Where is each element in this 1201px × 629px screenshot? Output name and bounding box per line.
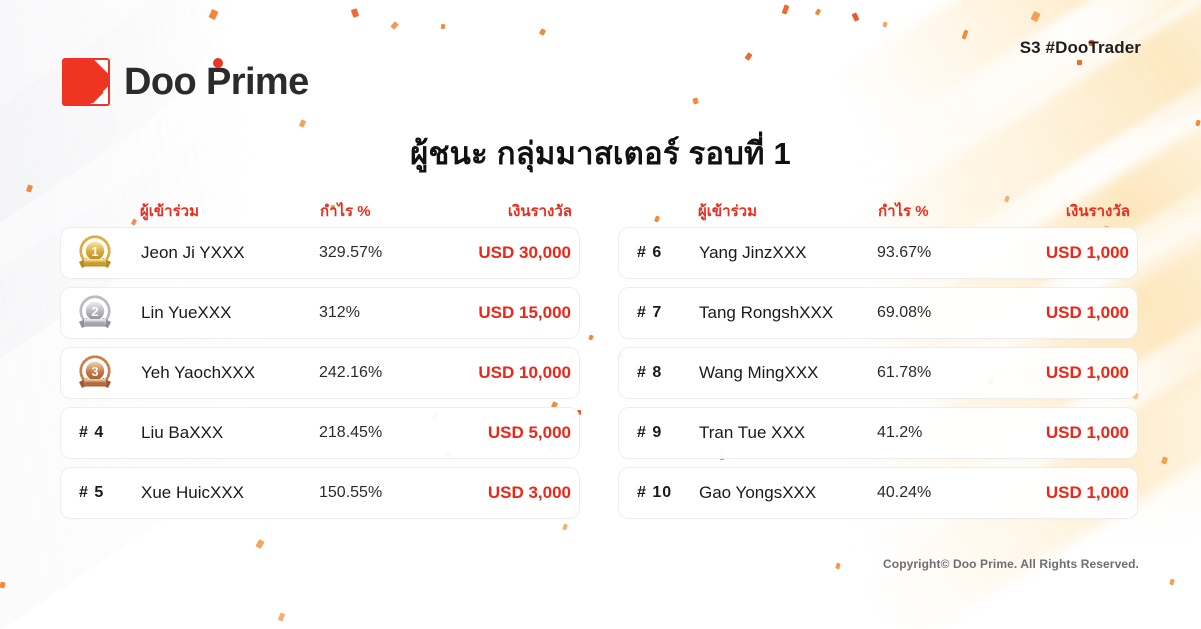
leaderboard-left-rows: 1 Jeon Ji YXXX 329.57% USD 30,000 2 Lin YueXX… bbox=[60, 227, 580, 519]
prize-amount: USD 1,000 bbox=[1045, 243, 1129, 262]
rank-label: # 7 bbox=[637, 304, 663, 321]
campaign-tag: S3 #DooTrader bbox=[1019, 38, 1141, 57]
column-header-prize: เงินรางวัล bbox=[507, 203, 572, 220]
participant-name: Yang JinzXXX bbox=[699, 243, 807, 262]
profit-percent: 329.57% bbox=[319, 244, 383, 261]
prize-amount: USD 10,000 bbox=[478, 363, 571, 382]
rank-label: # 10 bbox=[637, 484, 673, 501]
silver-medal-icon: 2 bbox=[75, 293, 115, 333]
table-header-row: ผู้เข้าร่วม กำไร % เงินรางวัล bbox=[60, 195, 580, 227]
leaderboard-right-rows: # 6 Yang JinzXXX 93.67% USD 1,000 # 7 Tang Ro… bbox=[618, 227, 1138, 519]
rank-cell: # 7 bbox=[637, 304, 699, 322]
profit-percent: 41.2% bbox=[877, 424, 923, 441]
table-row: 3 Yeh YaochXXX 242.16% USD 10,000 bbox=[60, 347, 580, 399]
confetti-particle bbox=[331, 205, 335, 210]
table-row: # 8 Wang MingXXX 61.78% USD 1,000 bbox=[618, 347, 1138, 399]
participant-name: Tang RongshXXX bbox=[699, 303, 834, 322]
copyright-text: Copyright© Doo Prime. All Rights Reserve… bbox=[883, 557, 1139, 571]
doo-prime-logo-icon bbox=[62, 58, 110, 106]
table-row: # 10 Gao YongsXXX 40.24% USD 1,000 bbox=[618, 467, 1138, 519]
profit-percent: 312% bbox=[319, 304, 360, 321]
participant-name: Tran Tue XXX bbox=[699, 423, 806, 442]
gold-medal-icon: 1 bbox=[75, 233, 115, 273]
table-row: # 5 Xue HuicXXX 150.55% USD 3,000 bbox=[60, 467, 580, 519]
profit-percent: 40.24% bbox=[877, 484, 932, 501]
prize-amount: USD 30,000 bbox=[478, 243, 571, 262]
profit-percent: 150.55% bbox=[319, 484, 383, 501]
column-header-participant: ผู้เข้าร่วม bbox=[698, 203, 757, 220]
rank-label: # 5 bbox=[79, 484, 105, 501]
svg-text:1: 1 bbox=[91, 244, 98, 259]
profit-percent: 69.08% bbox=[877, 304, 932, 321]
participant-name: Lin YueXXX bbox=[141, 303, 232, 322]
table-row: 1 Jeon Ji YXXX 329.57% USD 30,000 bbox=[60, 227, 580, 279]
logo-notch-top bbox=[94, 60, 108, 74]
prize-amount: USD 3,000 bbox=[487, 483, 571, 502]
svg-text:2: 2 bbox=[91, 304, 98, 319]
rank-cell: 3 bbox=[79, 353, 141, 393]
rank-cell: # 9 bbox=[637, 424, 699, 442]
participant-name: Yeh YaochXXX bbox=[141, 363, 256, 382]
table-header-row: ผู้เข้าร่วม กำไร % เงินรางวัล bbox=[618, 195, 1138, 227]
table-row: 2 Lin YueXXX 312% USD 15,000 bbox=[60, 287, 580, 339]
brand-name-text: Doo Prime bbox=[124, 61, 309, 103]
participant-name: Wang MingXXX bbox=[699, 363, 819, 382]
page-title: ผู้ชนะ กลุ่มมาสเตอร์ รอบที่ 1 bbox=[410, 136, 791, 171]
participant-name: Liu BaXXX bbox=[141, 423, 224, 442]
participant-name: Xue HuicXXX bbox=[141, 483, 244, 502]
profit-percent: 242.16% bbox=[319, 364, 383, 381]
rank-label: # 6 bbox=[637, 244, 663, 261]
leaderboard-left: ผู้เข้าร่วม กำไร % เงินรางวัล 1 Jeon Ji Y… bbox=[60, 195, 580, 527]
participant-name: Gao YongsXXX bbox=[699, 483, 817, 502]
profit-percent: 218.45% bbox=[319, 424, 383, 441]
table-row: # 4 Liu BaXXX 218.45% USD 5,000 bbox=[60, 407, 580, 459]
rank-cell: # 4 bbox=[79, 424, 141, 442]
rank-label: # 9 bbox=[637, 424, 663, 441]
table-row: # 7 Tang RongshXXX 69.08% USD 1,000 bbox=[618, 287, 1138, 339]
prize-amount: USD 5,000 bbox=[487, 423, 571, 442]
rank-cell: # 6 bbox=[637, 244, 699, 262]
rank-cell: # 8 bbox=[637, 364, 699, 382]
prize-amount: USD 1,000 bbox=[1045, 363, 1129, 382]
rank-cell: 2 bbox=[79, 293, 141, 333]
rank-label: # 4 bbox=[79, 424, 105, 441]
prize-amount: USD 1,000 bbox=[1045, 483, 1129, 502]
column-header-prize: เงินรางวัล bbox=[1065, 203, 1130, 220]
participant-name: Jeon Ji YXXX bbox=[141, 243, 245, 262]
brand-accent-dot-icon bbox=[213, 58, 223, 68]
rank-cell: # 10 bbox=[637, 484, 699, 502]
bronze-medal-icon: 3 bbox=[75, 353, 115, 393]
rank-cell: # 5 bbox=[79, 484, 141, 502]
prize-amount: USD 1,000 bbox=[1045, 423, 1129, 442]
column-header-profit: กำไร % bbox=[878, 203, 929, 220]
profit-percent: 61.78% bbox=[877, 364, 932, 381]
column-header-profit: กำไร % bbox=[320, 203, 371, 220]
profit-percent: 93.67% bbox=[877, 244, 932, 261]
rank-cell: 1 bbox=[79, 233, 141, 273]
svg-text:3: 3 bbox=[91, 364, 98, 379]
table-row: # 9 Tran Tue XXX 41.2% USD 1,000 bbox=[618, 407, 1138, 459]
prize-amount: USD 15,000 bbox=[478, 303, 571, 322]
confetti-particle bbox=[1077, 60, 1082, 65]
leaderboard-right: ผู้เข้าร่วม กำไร % เงินรางวัล # 6 Yang Ji… bbox=[618, 195, 1138, 527]
brand-name: Doo Prime bbox=[124, 58, 309, 103]
table-row: # 6 Yang JinzXXX 93.67% USD 1,000 bbox=[618, 227, 1138, 279]
brand-lockup: Doo Prime bbox=[62, 58, 309, 106]
column-header-participant: ผู้เข้าร่วม bbox=[140, 203, 199, 220]
prize-amount: USD 1,000 bbox=[1045, 303, 1129, 322]
rank-label: # 8 bbox=[637, 364, 663, 381]
